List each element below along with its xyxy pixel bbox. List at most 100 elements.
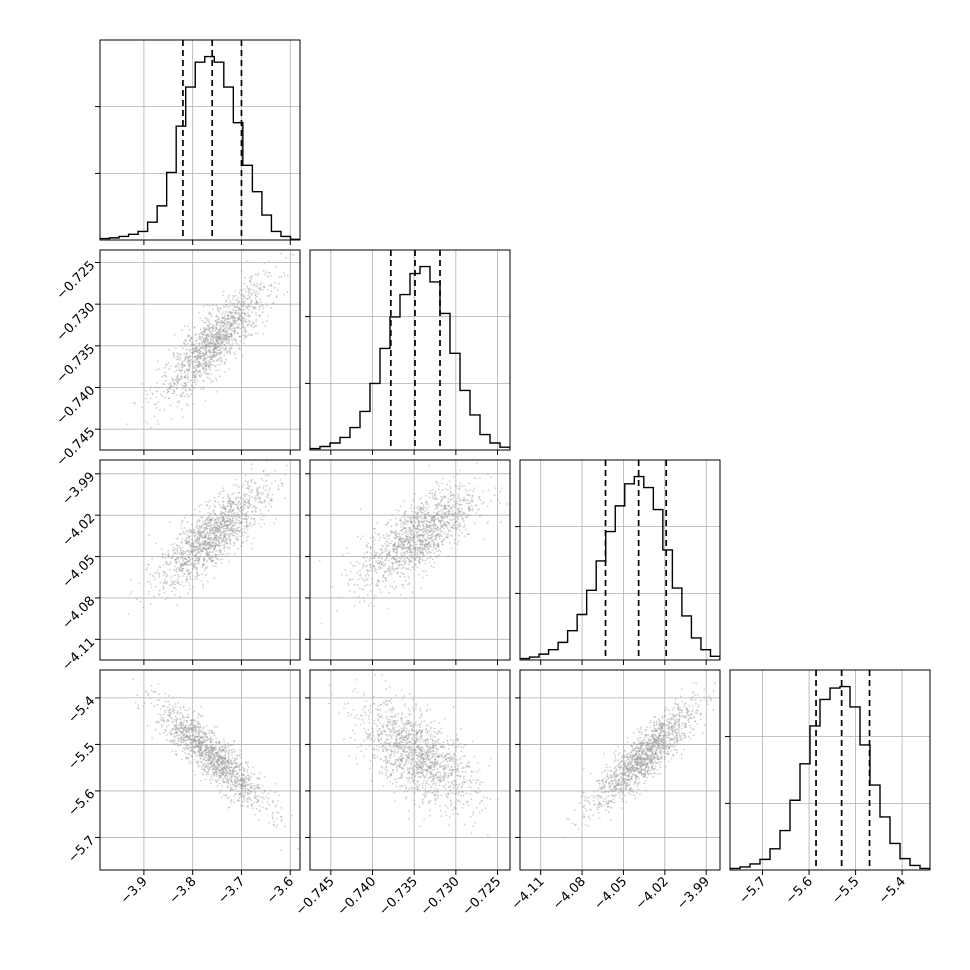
sample-point — [412, 536, 414, 539]
sample-point — [217, 335, 219, 337]
sample-point — [426, 574, 428, 577]
sample-point — [189, 355, 192, 358]
sample-point — [358, 587, 361, 590]
sample-point — [453, 495, 456, 497]
sample-point — [198, 355, 200, 357]
sample-point — [410, 539, 412, 542]
sample-point — [242, 540, 244, 543]
sample-point — [228, 347, 231, 350]
sample-point — [200, 530, 203, 533]
sample-point — [392, 562, 395, 564]
sample-point — [222, 330, 224, 332]
sample-point — [409, 520, 412, 523]
sample-point — [207, 324, 209, 327]
sample-point — [237, 765, 239, 767]
sample-point — [254, 294, 257, 297]
sample-point — [176, 400, 179, 403]
sample-point — [233, 514, 236, 516]
sample-point — [229, 543, 232, 545]
sample-point — [220, 326, 222, 329]
sample-point — [219, 748, 222, 750]
sample-point — [432, 525, 435, 528]
sample-point — [282, 272, 285, 274]
sample-point — [219, 329, 222, 332]
sample-point — [254, 297, 257, 300]
sample-point — [220, 346, 223, 349]
sample-point — [404, 527, 407, 530]
sample-point — [186, 549, 189, 552]
sample-point — [403, 541, 406, 544]
sample-point — [443, 505, 446, 507]
sample-point — [231, 769, 234, 772]
sample-point — [415, 530, 418, 533]
sample-point — [231, 297, 234, 300]
sample-point — [189, 750, 192, 753]
sample-point — [211, 743, 214, 746]
sample-point — [204, 522, 207, 525]
sample-point — [430, 492, 433, 495]
sample-point — [244, 336, 247, 339]
sample-point — [230, 777, 233, 780]
sample-point — [211, 559, 214, 562]
sample-point — [363, 600, 366, 602]
sample-point — [444, 495, 447, 497]
sample-point — [218, 769, 221, 771]
sample-point — [254, 306, 257, 309]
sample-point — [266, 274, 269, 277]
sample-point — [175, 358, 178, 361]
sample-point — [240, 502, 242, 505]
sample-point — [253, 497, 256, 500]
sample-point — [202, 546, 205, 549]
sample-point — [454, 527, 457, 530]
sample-point — [191, 557, 194, 560]
sample-point — [216, 306, 219, 308]
sample-point — [155, 407, 158, 409]
sample-point — [407, 520, 409, 522]
sample-point — [225, 539, 228, 541]
sample-point — [389, 569, 392, 571]
sample-point — [395, 561, 397, 564]
sample-point — [185, 757, 188, 760]
sample-point — [397, 545, 399, 548]
sample-point — [387, 534, 389, 537]
sample-point — [248, 308, 250, 311]
sample-point — [180, 569, 183, 572]
sample-point — [448, 530, 450, 533]
sample-point — [403, 527, 406, 529]
sample-point — [403, 555, 405, 558]
sample-point — [215, 340, 218, 343]
sample-point — [220, 513, 223, 516]
sample-point — [185, 561, 187, 564]
sample-point — [163, 572, 166, 574]
sample-point — [205, 544, 208, 546]
sample-point — [233, 337, 236, 340]
sample-point — [178, 400, 181, 402]
sample-point — [242, 303, 245, 306]
sample-point — [409, 526, 411, 529]
sample-point — [215, 515, 218, 517]
sample-point — [158, 720, 160, 723]
sample-point — [456, 543, 459, 546]
sample-point — [214, 505, 217, 508]
sample-point — [401, 529, 403, 531]
sample-point — [189, 745, 192, 748]
sample-point — [175, 742, 178, 745]
sample-point — [218, 503, 221, 506]
sample-point — [478, 498, 481, 500]
sample-point — [493, 494, 496, 496]
sample-point — [409, 532, 412, 535]
sample-point — [210, 381, 213, 384]
sample-point — [392, 531, 395, 534]
sample-point — [222, 505, 225, 508]
sample-point — [260, 477, 263, 480]
sample-point — [453, 513, 456, 516]
sample-point — [241, 778, 244, 781]
sample-point — [239, 756, 242, 759]
sample-point — [208, 351, 211, 353]
sample-point — [240, 515, 243, 517]
sample-point — [201, 520, 204, 523]
sample-point — [208, 759, 210, 761]
sample-point — [208, 534, 211, 537]
sample-point — [251, 321, 254, 323]
sample-point — [391, 556, 394, 559]
